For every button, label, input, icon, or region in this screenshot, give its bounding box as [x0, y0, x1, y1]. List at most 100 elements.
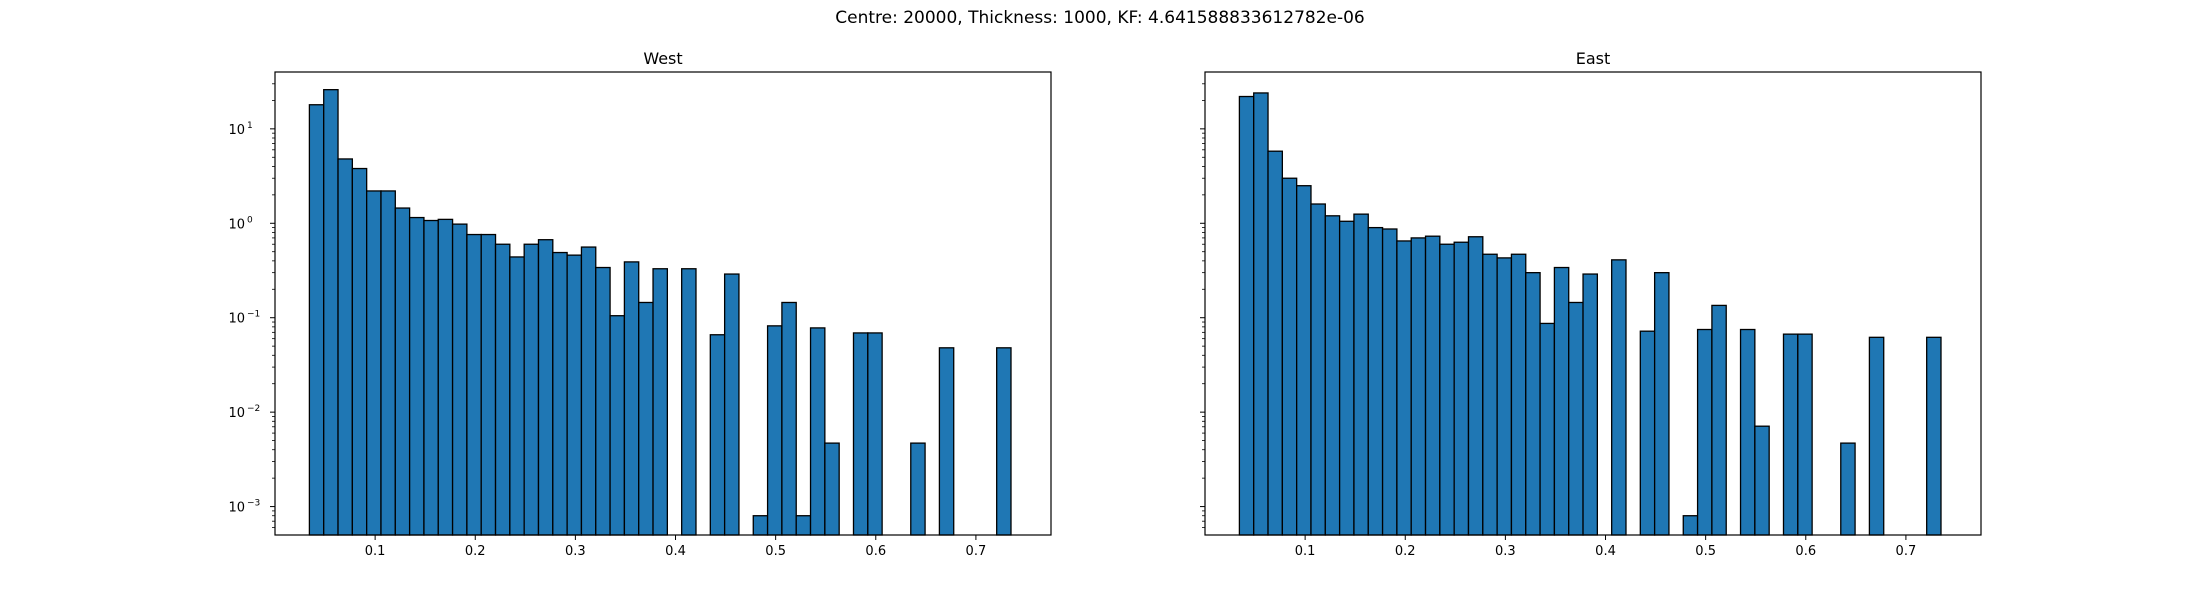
chart-panel-east: East 0.1 0.2 0.3 0.4 0.5 0.6 0.7: [1200, 49, 1982, 559]
x-tick-label: 0.2: [465, 544, 486, 559]
axes-frame: [274, 71, 1052, 536]
histogram-bar: [494, 243, 511, 536]
histogram-bar: [1324, 215, 1341, 536]
histogram-bar: [1653, 272, 1670, 536]
histogram-bar: [1539, 322, 1556, 536]
histogram-bar: [437, 218, 454, 536]
histogram-bar: [1238, 95, 1255, 536]
histogram-bar: [623, 261, 640, 536]
axes-frame: [1204, 71, 1982, 536]
histogram-bar: [595, 266, 611, 536]
histogram-bar: [366, 190, 382, 536]
histogram-bar: [681, 268, 697, 536]
x-tick-label: 0.6: [865, 544, 886, 559]
histogram-bar: [1482, 253, 1498, 536]
histogram-bar: [1782, 333, 1799, 536]
figure-suptitle: Centre: 20000, Thickness: 1000, KF: 4.64…: [835, 8, 1365, 28]
histogram-bar: [380, 190, 396, 536]
histogram-bar: [1611, 259, 1627, 536]
histogram-bar: [1367, 226, 1384, 536]
x-tick-label: 0.2: [1395, 544, 1416, 559]
histogram-bar: [1338, 220, 1355, 536]
x-tick-label: 0.4: [1595, 544, 1616, 559]
x-tick-label: 0.7: [966, 544, 987, 559]
histogram-bar: [451, 223, 468, 536]
x-tick-label: 0.5: [765, 544, 786, 559]
histogram-bar: [910, 442, 926, 536]
histogram-bar: [638, 301, 654, 536]
y-tick-label: 10: [228, 123, 245, 138]
histogram-bar: [1754, 425, 1770, 536]
histogram-bar: [423, 219, 439, 536]
histogram-bar: [766, 325, 783, 536]
histogram-bar: [1467, 236, 1484, 536]
histogram-bar: [1553, 266, 1570, 536]
y-tick-label: 10: [228, 217, 245, 232]
histogram-bar: [938, 347, 955, 536]
histogram-bar: [408, 216, 425, 536]
histogram-bar: [509, 256, 525, 536]
histogram-bar: [723, 273, 740, 536]
y-tick-exponent: −2: [247, 404, 260, 414]
y-tick-label: 10: [228, 406, 245, 421]
histogram-bar: [1267, 150, 1283, 536]
histogram-bar: [552, 251, 568, 536]
histogram-bar: [1424, 235, 1441, 536]
chart-title: East: [1576, 49, 1611, 68]
histogram-bar: [1381, 228, 1398, 536]
histogram-bar: [1310, 203, 1326, 536]
histogram-bar: [308, 104, 325, 536]
histogram-bar: [523, 243, 540, 536]
histogram-bar: [580, 246, 597, 536]
histogram-bar: [1868, 336, 1885, 536]
histogram-bar: [1510, 253, 1527, 536]
histogram-bar: [351, 167, 368, 536]
histogram-bar: [824, 442, 840, 536]
x-tick-label: 0.4: [665, 544, 686, 559]
y-tick-label: 10: [228, 312, 245, 327]
x-tick-label: 0.1: [365, 544, 386, 559]
histogram-bar: [566, 254, 583, 536]
histogram-bar: [709, 334, 726, 536]
histogram-bar: [537, 239, 554, 536]
histogram-bar: [1682, 515, 1699, 536]
histogram-bar: [1739, 328, 1756, 536]
histogram-bar: [752, 515, 769, 536]
histogram-bar: [466, 233, 482, 536]
histogram-bar: [795, 515, 812, 536]
y-tick-label: 10: [228, 501, 245, 516]
histogram-bar: [1711, 304, 1727, 536]
histogram-bar: [323, 89, 339, 536]
x-tick-label: 0.1: [1295, 544, 1316, 559]
histogram-bar: [1926, 336, 1942, 536]
histogram-bar: [652, 268, 669, 536]
histogram-bar: [1840, 442, 1856, 536]
histogram-bar: [1582, 273, 1599, 536]
histogram-bar: [781, 301, 797, 536]
histogram-bar: [1797, 333, 1813, 536]
histogram-bar: [1396, 240, 1412, 536]
histogram-bar: [1496, 257, 1513, 536]
x-tick-label: 0.7: [1896, 544, 1917, 559]
x-tick-label: 0.3: [565, 544, 586, 559]
x-tick-label: 0.6: [1795, 544, 1816, 559]
histogram-bar: [1439, 243, 1455, 536]
histogram-bar: [394, 207, 411, 536]
x-tick-label: 0.3: [1495, 544, 1516, 559]
y-tick-exponent: 0: [247, 215, 253, 225]
x-tick-label: 0.5: [1695, 544, 1716, 559]
histogram-bar: [1353, 213, 1369, 536]
histogram-bar: [1568, 301, 1584, 536]
histogram-bar: [867, 332, 883, 536]
histogram-bar: [1453, 241, 1470, 536]
histogram-bar: [1410, 237, 1427, 536]
histogram-bar: [1281, 177, 1298, 536]
histogram-bar: [809, 327, 826, 536]
histogram-bar: [1639, 330, 1656, 536]
histogram-bar: [1296, 185, 1312, 536]
chart-title: West: [643, 49, 682, 68]
histogram-bar: [1253, 92, 1269, 536]
histogram-bar: [1696, 328, 1713, 536]
